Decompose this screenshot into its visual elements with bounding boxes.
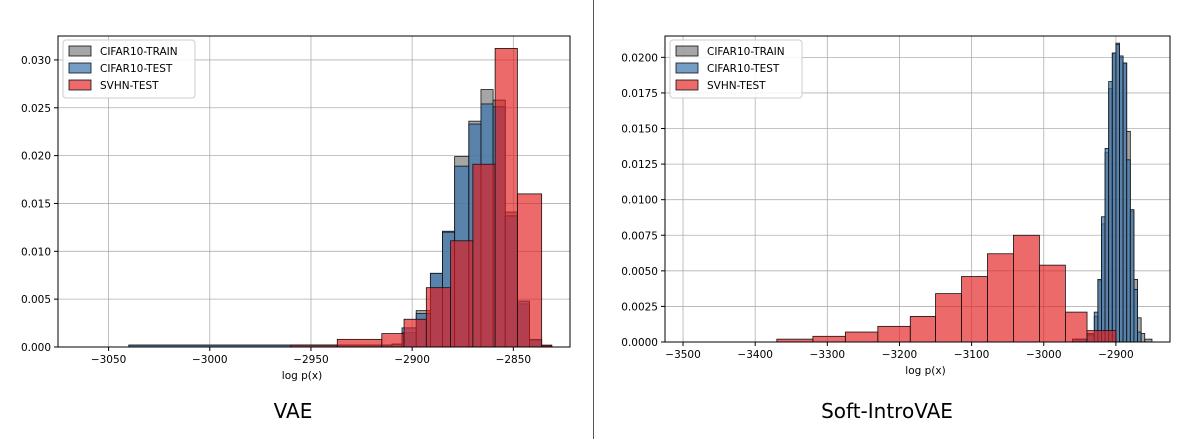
histogram-bar — [1122, 62, 1128, 343]
histogram-bar — [516, 193, 543, 348]
legend-label: CIFAR10-TEST — [707, 63, 780, 75]
y-tick-label: 0.0000 — [621, 337, 658, 349]
histogram-bar — [1064, 311, 1088, 343]
x-tick-label: −3100 — [954, 349, 990, 361]
histogram-bar — [403, 318, 427, 348]
panel-divider — [593, 0, 594, 439]
series-svhn-test — [290, 48, 553, 348]
histogram-bar — [1140, 333, 1146, 343]
histogram-bar — [987, 253, 1014, 343]
legend: CIFAR10-TRAIN CIFAR10-TEST SVHN-TEST — [669, 39, 803, 99]
histogram-bar — [1086, 330, 1117, 343]
y-tick-label: 0.0150 — [621, 124, 658, 136]
histogram-bar — [425, 287, 452, 348]
legend-label: SVHN-TEST — [707, 80, 766, 92]
histogram-bar — [336, 338, 383, 348]
y-tick-label: 0.015 — [21, 198, 51, 210]
y-tick-label: 0.020 — [21, 151, 51, 163]
legend-swatch — [68, 45, 92, 57]
x-tick-label: −3000 — [192, 354, 228, 366]
chart-panel-1: −3050 −3000 −2950 −2900 −2850 0.000 0.005 0.010… — [21, 35, 571, 423]
legend-swatch — [68, 79, 92, 91]
legend-label: CIFAR10-TRAIN — [707, 46, 785, 58]
histogram-bar — [1108, 81, 1113, 343]
x-tick-label: −2900 — [394, 354, 430, 366]
x-tick-label: −3050 — [91, 354, 127, 366]
histogram-bar — [1111, 52, 1117, 343]
y-tick-label: 0.005 — [21, 294, 51, 306]
legend-label: CIFAR10-TRAIN — [100, 46, 178, 58]
legend-swatch — [68, 62, 92, 74]
series-cifar10-test — [1072, 44, 1142, 343]
x-tick-label: −3400 — [737, 349, 773, 361]
series-svhn-test — [776, 234, 1117, 343]
chart-panel-2: −3500 −3400 −3300 −3200 −3100 −3000 −2900 0.000… — [621, 35, 1171, 423]
x-tick-label: −3000 — [1026, 349, 1062, 361]
histogram-bar — [844, 331, 879, 343]
legend-label: SVHN-TEST — [100, 80, 159, 92]
histogram-bar — [1137, 331, 1142, 343]
x-tick-label: −2950 — [293, 354, 329, 366]
x-axis-label: log p(x) — [282, 370, 322, 382]
histogram-bar — [450, 240, 474, 348]
legend-swatch — [675, 45, 699, 57]
y-tick-label: 0.010 — [21, 246, 51, 258]
legend-swatch — [675, 79, 699, 91]
histogram-bar — [1119, 55, 1124, 343]
legend-label: CIFAR10-TEST — [100, 63, 173, 75]
y-tick-label: 0.0025 — [621, 301, 658, 313]
histogram-bar — [472, 163, 496, 348]
plot-frame — [664, 35, 1171, 343]
y-tick-label: 0.000 — [21, 342, 51, 354]
x-tick-label: −2850 — [496, 354, 532, 366]
histogram-bar — [877, 325, 911, 343]
histogram-bar — [1133, 288, 1138, 343]
legend-swatch — [675, 62, 699, 74]
histogram-bar — [381, 333, 405, 348]
y-tick-label: 0.0175 — [621, 88, 658, 100]
histogram-bar — [1115, 44, 1120, 343]
histogram-bar — [1104, 148, 1110, 343]
panel-caption: VAE — [274, 399, 313, 423]
y-tick-label: 0.0200 — [621, 52, 658, 64]
x-tick-label: −3300 — [810, 349, 846, 361]
histogram-bar — [1129, 209, 1135, 343]
y-tick-label: 0.030 — [21, 55, 51, 67]
y-tick-label: 0.0125 — [621, 159, 658, 171]
x-axis-label: log p(x) — [905, 365, 945, 377]
panel-caption: Soft-IntroVAE — [821, 399, 953, 423]
histogram-bar — [1126, 159, 1131, 343]
histogram-bar — [494, 48, 518, 348]
histogram-bar — [1013, 234, 1040, 343]
histogram-bar — [961, 276, 988, 343]
legend-box — [669, 39, 803, 99]
y-tick-label: 0.0050 — [621, 266, 658, 278]
y-tick-label: 0.025 — [21, 103, 51, 115]
legend-box — [62, 39, 196, 99]
histogram-bar — [1039, 264, 1066, 343]
histogram-bar — [812, 335, 846, 343]
plot-frame — [57, 35, 571, 348]
x-tick-label: −3200 — [882, 349, 918, 361]
x-tick-label: −3500 — [665, 349, 701, 361]
histogram-bar — [1101, 216, 1106, 343]
y-tick-label: 0.0075 — [621, 230, 658, 242]
histogram-bar — [909, 315, 936, 343]
histogram-bar — [935, 293, 962, 343]
x-tick-label: −2900 — [1098, 349, 1134, 361]
y-tick-label: 0.0100 — [621, 195, 658, 207]
legend: CIFAR10-TRAIN CIFAR10-TEST SVHN-TEST — [62, 39, 196, 99]
